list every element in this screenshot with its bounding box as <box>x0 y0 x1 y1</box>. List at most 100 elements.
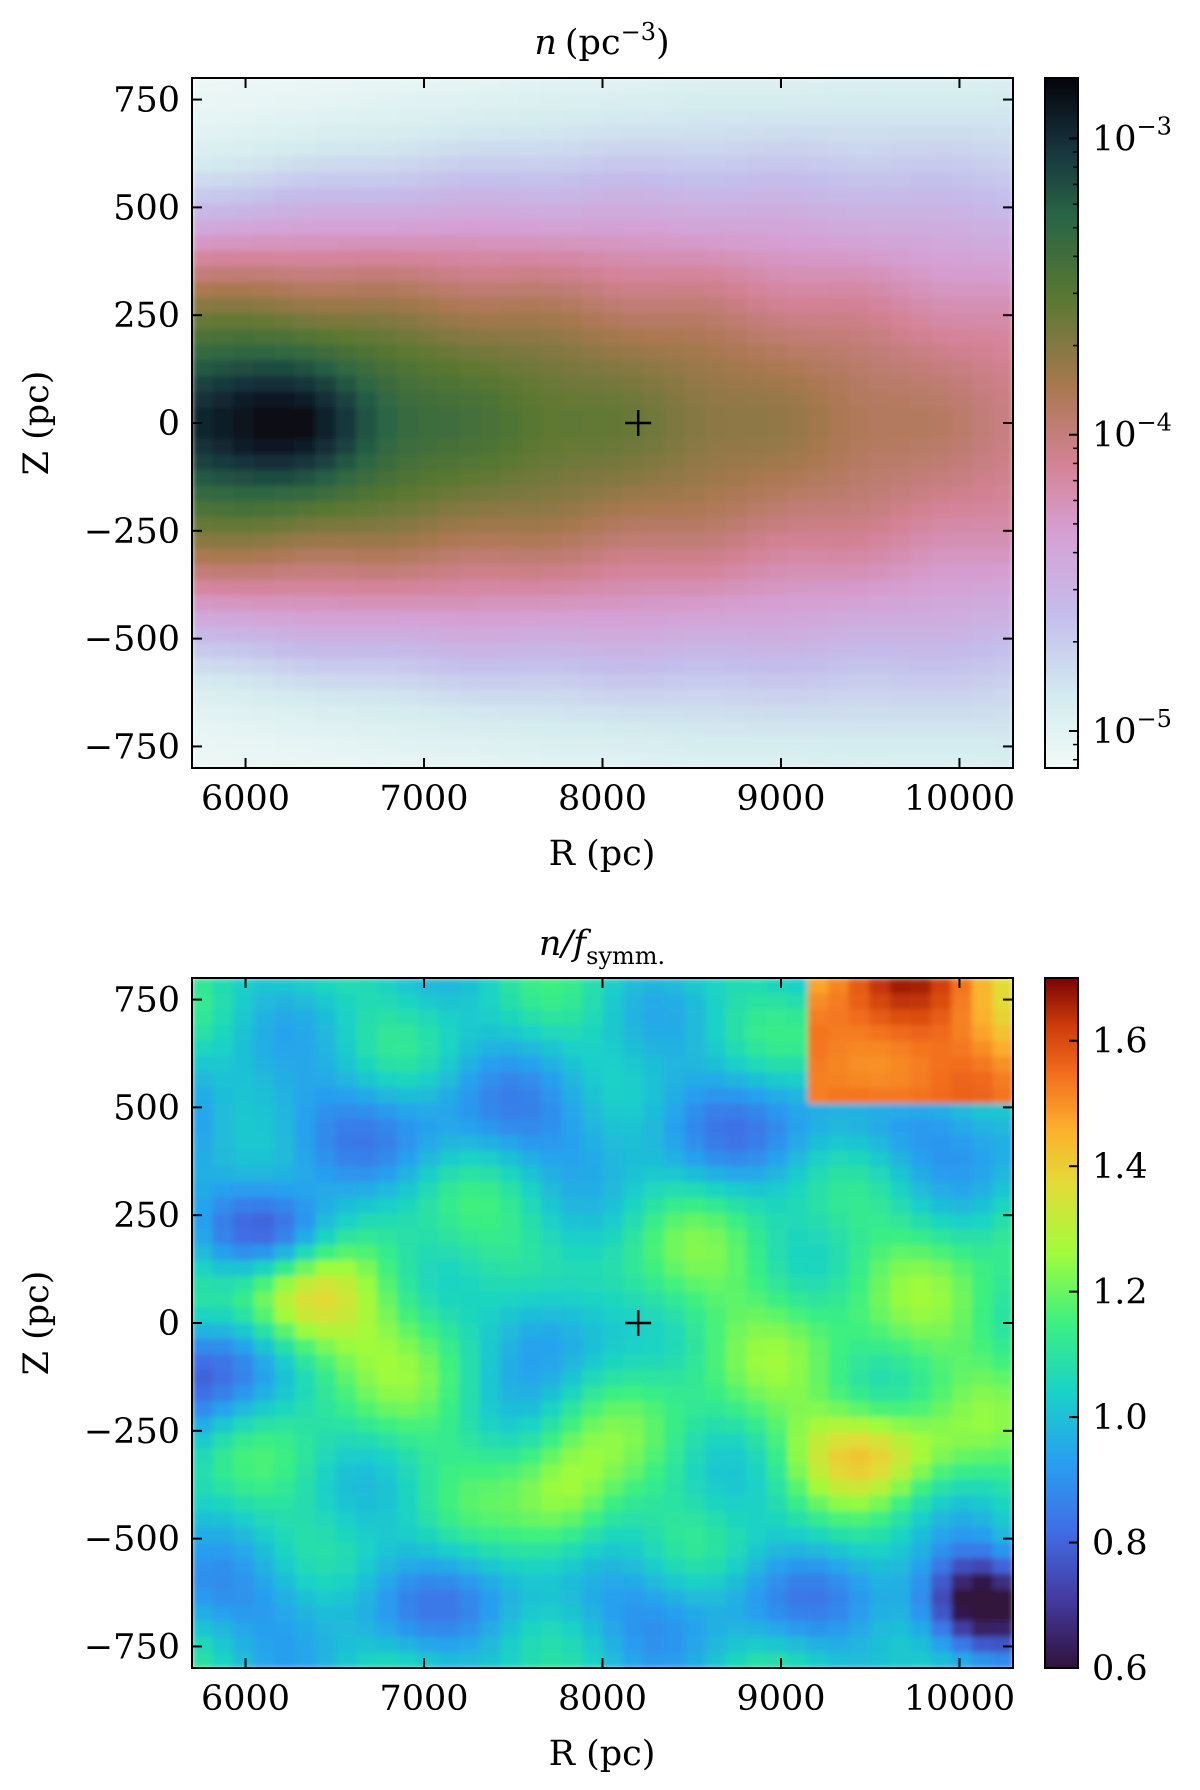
heat-cell <box>520 517 542 534</box>
heat-cell <box>561 187 583 205</box>
heat-cell <box>356 1134 378 1152</box>
heat-cell <box>253 156 275 173</box>
heat-cell <box>869 281 891 299</box>
heat-cell <box>294 978 316 995</box>
heat-cell <box>828 673 850 691</box>
heat-cell <box>725 993 747 1011</box>
heat-cell <box>294 1385 316 1403</box>
heat-cell <box>192 1213 214 1230</box>
heat-cell <box>992 1150 1013 1167</box>
heat-cell <box>766 1072 789 1089</box>
heat-cell <box>869 172 891 189</box>
heat-cell <box>971 595 994 612</box>
heat-cell <box>397 391 419 409</box>
heat-cell <box>315 1119 337 1136</box>
heat-cell <box>992 423 1013 440</box>
heat-cell <box>623 1119 645 1136</box>
heat-cell <box>828 1370 850 1387</box>
heat-cell <box>192 1495 214 1512</box>
heat-cell <box>294 391 316 409</box>
heat-cell <box>438 532 460 550</box>
heat-cell <box>971 250 994 267</box>
heat-cell <box>376 375 399 393</box>
heat-cell <box>233 736 255 754</box>
heat-cell <box>869 470 891 487</box>
heat-cell <box>376 172 399 189</box>
heat-cell <box>540 720 563 738</box>
heat-cell <box>623 1495 645 1512</box>
heat-cell <box>581 658 604 675</box>
heat-cell <box>951 172 973 189</box>
heat-cell <box>643 673 665 691</box>
heat-cell <box>725 1495 747 1512</box>
heat-cell <box>192 1354 214 1371</box>
heat-cell <box>889 423 912 440</box>
heat-cell <box>458 1589 481 1607</box>
heat-cell <box>602 736 624 754</box>
heat-cell <box>397 611 419 628</box>
heat-cell <box>746 1338 768 1356</box>
heat-cell <box>212 1150 234 1167</box>
heat-cell <box>623 156 645 173</box>
heat-cell <box>766 234 789 252</box>
heat-cell <box>889 501 912 518</box>
y-tick-label: −750 <box>84 727 180 767</box>
heat-cell <box>992 736 1013 754</box>
heat-cell <box>971 1307 994 1324</box>
heat-cell <box>992 203 1013 220</box>
heat-cell <box>951 658 973 675</box>
heat-cell <box>930 78 953 95</box>
heat-cell <box>951 1323 973 1340</box>
heat-cell <box>992 1025 1013 1042</box>
heat-cell <box>848 266 871 283</box>
heat-cell <box>274 1307 296 1324</box>
heat-cell <box>746 978 768 995</box>
heat-cell <box>479 752 501 768</box>
heat-cell <box>889 1228 912 1246</box>
heat-cell <box>192 501 214 518</box>
heat-cell <box>499 203 522 220</box>
heat-cell <box>725 328 747 346</box>
heat-cell <box>684 250 706 267</box>
heat-cell <box>540 626 563 644</box>
heat-cell <box>274 438 296 456</box>
heat-cell <box>335 978 357 995</box>
heat-cell <box>602 501 624 518</box>
heat-cell <box>971 1558 994 1575</box>
heat-cell <box>807 1620 830 1638</box>
heat-cell <box>992 1370 1013 1387</box>
heat-cell <box>438 501 460 518</box>
heat-cell <box>643 1573 665 1591</box>
heat-cell <box>356 1495 378 1512</box>
heat-cell <box>233 344 255 362</box>
heat-cell <box>725 344 747 362</box>
heat-cell <box>951 720 973 738</box>
heat-cell <box>438 1072 460 1089</box>
heat-cell <box>623 993 645 1011</box>
heat-cell <box>971 1181 994 1199</box>
heat-cell <box>417 642 440 660</box>
heat-cell <box>643 156 665 173</box>
heat-cell <box>787 978 809 995</box>
heat-cell <box>212 752 234 768</box>
heat-cell <box>992 470 1013 487</box>
heat-cell <box>233 328 255 346</box>
heat-cell <box>664 313 686 330</box>
heat-cell <box>807 423 830 440</box>
heat-cell <box>417 93 440 111</box>
heat-cell <box>643 1244 665 1262</box>
heat-cell <box>787 1056 809 1073</box>
heat-cell <box>499 1589 522 1607</box>
heat-cell <box>335 1511 357 1528</box>
heat-cell <box>253 423 275 440</box>
heat-cell <box>335 1150 357 1167</box>
heat-cell <box>458 281 481 299</box>
heat-cell <box>910 78 932 95</box>
heat-cell <box>828 1087 850 1105</box>
panel2-title-sub: symm. <box>586 942 665 970</box>
heat-cell <box>294 1354 316 1371</box>
heat-cell <box>623 720 645 738</box>
heat-cell <box>581 297 604 315</box>
heat-cell <box>602 1432 624 1450</box>
heat-cell <box>315 360 337 377</box>
